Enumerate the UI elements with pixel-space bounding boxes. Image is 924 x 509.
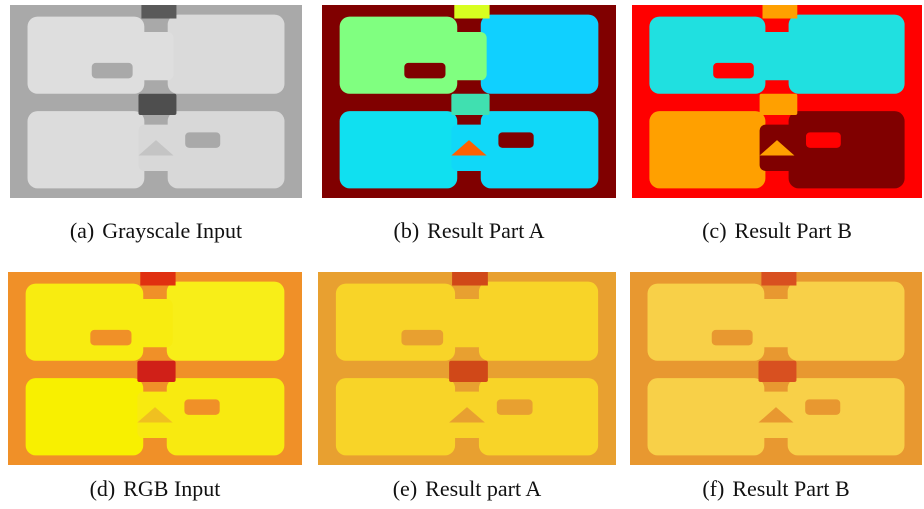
region bbox=[449, 361, 488, 382]
region bbox=[648, 284, 765, 361]
caption-label: (e) bbox=[393, 476, 417, 501]
region bbox=[185, 132, 220, 147]
caption: (d) RGB Input bbox=[5, 476, 305, 502]
region bbox=[137, 361, 175, 382]
region bbox=[28, 111, 145, 188]
region bbox=[336, 378, 455, 455]
region bbox=[758, 361, 796, 382]
region bbox=[141, 5, 176, 19]
region bbox=[760, 94, 798, 115]
region bbox=[649, 111, 765, 188]
panel-image bbox=[8, 272, 302, 465]
region bbox=[184, 399, 219, 414]
region bbox=[168, 111, 285, 188]
caption-label: (a) bbox=[70, 218, 94, 243]
region bbox=[90, 330, 131, 345]
region bbox=[451, 32, 486, 80]
caption: (c) Result Part B bbox=[627, 218, 924, 244]
region bbox=[138, 32, 173, 80]
region bbox=[806, 132, 841, 147]
region bbox=[92, 63, 133, 78]
region bbox=[805, 399, 840, 414]
region bbox=[404, 63, 445, 78]
region bbox=[138, 94, 176, 115]
region bbox=[454, 5, 489, 19]
region bbox=[789, 111, 905, 188]
region bbox=[788, 378, 905, 455]
caption-text: Grayscale Input bbox=[102, 218, 242, 243]
region bbox=[763, 5, 798, 19]
region bbox=[340, 17, 458, 94]
region bbox=[497, 399, 533, 414]
region bbox=[758, 299, 793, 347]
region bbox=[789, 15, 905, 94]
region bbox=[336, 284, 455, 361]
caption-text: Result Part A bbox=[427, 218, 544, 243]
panel-image bbox=[630, 272, 922, 465]
caption: (f) Result Part B bbox=[626, 476, 924, 502]
region bbox=[760, 32, 795, 80]
caption-text: Result Part B bbox=[735, 218, 852, 243]
region bbox=[452, 272, 488, 286]
region bbox=[340, 111, 458, 188]
region bbox=[648, 378, 765, 455]
panel-image bbox=[322, 5, 616, 198]
region bbox=[451, 94, 489, 115]
panel-image bbox=[318, 272, 616, 465]
region bbox=[137, 299, 172, 347]
caption-text: RGB Input bbox=[123, 476, 220, 501]
figure: (a) Grayscale Input (b) Result Part A (c) Res… bbox=[0, 0, 924, 509]
region bbox=[167, 282, 285, 361]
region bbox=[712, 330, 753, 345]
caption: (a) Grayscale Input bbox=[6, 218, 306, 244]
region bbox=[401, 330, 443, 345]
region bbox=[481, 111, 599, 188]
caption-label: (f) bbox=[702, 476, 724, 501]
region bbox=[479, 378, 598, 455]
region bbox=[713, 63, 754, 78]
caption: (b) Result Part A bbox=[319, 218, 619, 244]
region bbox=[481, 15, 599, 94]
caption-label: (b) bbox=[394, 218, 420, 243]
caption-label: (c) bbox=[702, 218, 726, 243]
caption-label: (d) bbox=[90, 476, 116, 501]
caption-text: Result part A bbox=[425, 476, 541, 501]
region bbox=[649, 17, 765, 94]
region bbox=[140, 272, 175, 286]
caption-text: Result Part B bbox=[732, 476, 849, 501]
region bbox=[498, 132, 533, 147]
region bbox=[761, 272, 796, 286]
region bbox=[28, 17, 145, 94]
caption: (e) Result part A bbox=[317, 476, 617, 502]
region bbox=[167, 378, 285, 455]
region bbox=[26, 284, 144, 361]
region bbox=[788, 282, 905, 361]
region bbox=[479, 282, 598, 361]
panel-image bbox=[632, 5, 922, 198]
panel-image bbox=[10, 5, 302, 198]
region bbox=[168, 15, 285, 94]
region bbox=[26, 378, 144, 455]
region bbox=[449, 299, 485, 347]
